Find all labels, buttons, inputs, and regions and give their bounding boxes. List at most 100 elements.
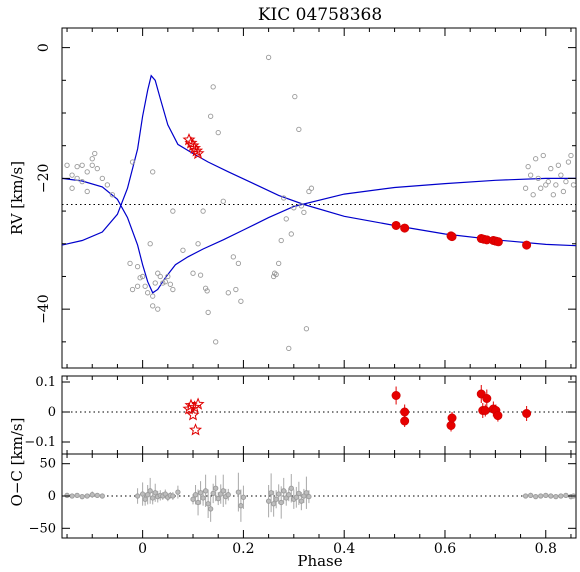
- open-circle-point: [525, 163, 531, 170]
- filled-circle-point: [400, 416, 410, 426]
- open-circle-point: [291, 205, 297, 211]
- filled-circle-point: [482, 393, 492, 403]
- open-circle-point: [64, 162, 70, 168]
- open-circle-point: [190, 496, 196, 502]
- open-circle-point: [296, 490, 302, 497]
- open-circle-point: [535, 175, 541, 182]
- filled-circle-point: [480, 405, 490, 415]
- open-circle-point: [272, 270, 278, 276]
- filled-circle-point: [446, 420, 456, 430]
- open-circle-point: [94, 492, 100, 499]
- star-point: [191, 146, 205, 160]
- open-circle-point: [195, 499, 201, 506]
- open-circle-point: [278, 237, 284, 244]
- oc-ylabel: O−C [km/s]: [8, 418, 26, 507]
- open-circle-point: [235, 489, 242, 495]
- open-circle-point: [142, 283, 148, 289]
- open-circle-point: [545, 179, 551, 185]
- open-circle-point: [273, 271, 279, 278]
- open-circle-point: [540, 152, 546, 159]
- star-point: [186, 138, 200, 152]
- open-circle-point: [84, 169, 90, 175]
- open-circle-point: [548, 493, 554, 499]
- open-circle-point: [155, 270, 161, 276]
- open-circle-point: [306, 188, 312, 195]
- open-circle-point: [197, 490, 204, 496]
- open-circle-point: [160, 280, 166, 286]
- open-circle-point: [79, 162, 85, 168]
- star-point: [182, 402, 196, 415]
- star-point: [186, 408, 200, 421]
- open-circle-point: [233, 286, 239, 293]
- open-circle-point: [533, 156, 539, 162]
- open-circle-point: [210, 84, 216, 90]
- open-circle-point: [230, 254, 236, 260]
- open-circle-point: [527, 172, 534, 178]
- x-tick-label: 0.6: [434, 541, 456, 557]
- open-circle-point: [202, 488, 209, 494]
- open-circle-point: [543, 182, 549, 188]
- open-circle-point: [205, 501, 211, 507]
- open-circle-point: [109, 192, 116, 198]
- open-circle-point: [79, 493, 85, 500]
- open-circle-point: [204, 288, 210, 294]
- x-tick-label: 0.8: [535, 541, 557, 557]
- open-circle-point: [74, 163, 80, 170]
- y-tick-label: 0: [48, 405, 56, 420]
- y-tick-label: 0.1: [35, 375, 56, 390]
- x-tick-label: 0.4: [333, 541, 355, 557]
- open-circle-point: [202, 285, 209, 291]
- rv-ylabel: RV [km/s]: [8, 161, 26, 235]
- open-circle-point: [134, 264, 141, 270]
- open-circle-point: [139, 273, 146, 280]
- open-circle-point: [213, 485, 219, 491]
- open-circle-point: [190, 270, 196, 276]
- open-circle-point: [208, 113, 214, 119]
- model-curve-1: [62, 74, 576, 247]
- open-circle-point: [281, 488, 287, 494]
- open-circle-point: [210, 490, 216, 497]
- open-circle-point: [180, 247, 186, 253]
- star-point: [188, 400, 202, 413]
- open-circle-point: [276, 491, 282, 497]
- rv-panel: RV [km/s]: [8, 27, 577, 369]
- rv-panel-frame: [61, 27, 577, 369]
- open-circle-point: [192, 492, 199, 498]
- open-circle-point: [538, 185, 544, 191]
- open-circle-point: [543, 492, 549, 499]
- open-circle-point: [298, 203, 305, 209]
- x-axis-label: Phase: [297, 552, 342, 570]
- open-circle-point: [197, 272, 204, 278]
- open-circle-point: [150, 495, 156, 501]
- open-circle-point: [175, 489, 181, 495]
- open-circle-point: [69, 172, 75, 178]
- open-circle-point: [170, 493, 176, 499]
- filled-circle-point: [391, 390, 401, 400]
- open-circle-point: [167, 281, 173, 287]
- open-circle-point: [79, 179, 85, 185]
- open-circle-point: [292, 94, 298, 100]
- open-circle-point: [265, 54, 272, 61]
- open-circle-point: [301, 209, 307, 216]
- y-tick-label: −50: [29, 521, 56, 536]
- open-circle-point: [89, 492, 95, 498]
- star-point: [189, 423, 203, 436]
- open-circle-point: [548, 165, 554, 172]
- open-circle-point: [170, 286, 176, 293]
- open-circle-point: [281, 195, 287, 201]
- oc-grey-plot-area: [62, 472, 576, 522]
- open-circle-point: [303, 326, 310, 332]
- star-point: [190, 144, 204, 157]
- open-circle-point: [563, 492, 569, 499]
- open-circle-point: [522, 185, 529, 191]
- open-circle-point: [268, 490, 274, 496]
- x-tick-label: 0: [138, 541, 147, 557]
- open-circle-point: [553, 182, 559, 188]
- open-circle-point: [134, 493, 141, 499]
- chart-title: KIC 04758368: [258, 5, 382, 25]
- open-circle-point: [92, 150, 98, 157]
- open-circle-point: [215, 495, 221, 502]
- open-circle-point: [157, 273, 163, 280]
- filled-circle-point: [391, 220, 401, 230]
- open-circle-point: [74, 175, 80, 182]
